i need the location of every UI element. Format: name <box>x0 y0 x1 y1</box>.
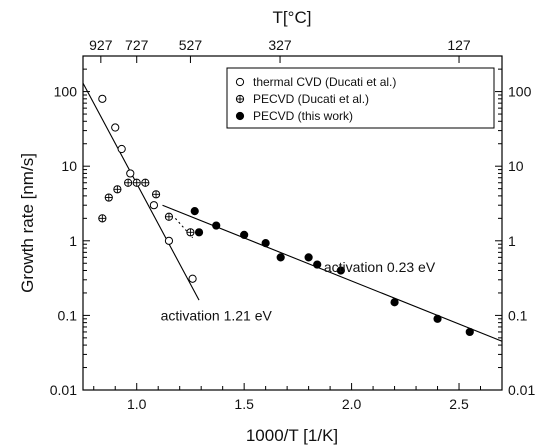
annotations: activation 1.21 eV activation 0.23 eV <box>161 259 436 324</box>
data-point <box>433 314 442 323</box>
data-point <box>304 253 313 262</box>
data-point <box>126 169 135 178</box>
x-tick-label: 2.0 <box>342 396 362 412</box>
data-point <box>186 228 195 237</box>
x-tick-label: 2.5 <box>449 396 469 412</box>
data-point <box>164 236 174 245</box>
data-point <box>465 327 474 337</box>
data-point <box>190 207 199 216</box>
series-3 <box>190 207 474 337</box>
legend-label: PECVD (Ducati et al.) <box>253 92 369 106</box>
data-point <box>113 185 122 194</box>
y-tick-label-right: 10 <box>508 158 524 174</box>
data-point <box>390 298 399 307</box>
bottom-x-ticks: 1.0 1.5 2.0 2.5 <box>93 383 482 412</box>
legend: thermal CVD (Ducati et al.) PECVD (Ducati… <box>226 67 495 129</box>
y-axis-title: Growth rate [nm/s] <box>18 153 37 293</box>
activation-annotation: activation 0.23 eV <box>324 259 436 275</box>
top-tick-label: 727 <box>125 37 149 53</box>
top-tick-label: 327 <box>268 37 292 53</box>
legend-box <box>226 67 495 129</box>
data-point <box>261 239 270 248</box>
top-axis-title: T[°C] <box>273 8 312 27</box>
data-point <box>194 228 204 237</box>
top-tick-label: 527 <box>179 37 203 53</box>
y-tick-label: 100 <box>54 84 78 100</box>
data-point <box>111 123 120 132</box>
data-point <box>164 212 174 221</box>
y-ticks: 0.01 0.01 0.1 0.1 1 1 10 10 100 100 <box>50 55 535 398</box>
data-point <box>240 230 249 239</box>
legend-marker <box>235 77 245 87</box>
data-point <box>117 144 126 154</box>
data-point <box>276 253 285 262</box>
series-1 <box>98 94 197 283</box>
plot-frame <box>82 55 503 391</box>
data-point <box>151 190 161 199</box>
data-point <box>98 94 107 103</box>
legend-label: PECVD (this work) <box>253 109 353 123</box>
fit-line <box>82 82 200 301</box>
y-tick-label: 0.1 <box>58 307 78 323</box>
data-point <box>104 193 113 202</box>
data-point <box>132 178 141 187</box>
y-tick-label: 0.01 <box>50 382 77 398</box>
data-point <box>212 221 221 230</box>
y-tick-label: 10 <box>61 158 77 174</box>
top-x-ticks: 927 727 527 327 127 <box>89 37 471 63</box>
legend-marker <box>235 111 245 121</box>
data-point <box>336 266 345 275</box>
x-tick-label: 1.5 <box>234 396 254 412</box>
data-point <box>188 274 197 283</box>
x-axis-title: 1000/T [1/K] <box>246 426 338 445</box>
x-tick-label: 1.0 <box>127 396 147 412</box>
data-point <box>149 201 159 210</box>
top-tick-label: 927 <box>89 37 113 53</box>
activation-annotation: activation 1.21 eV <box>161 308 273 324</box>
data-point <box>124 178 133 187</box>
legend-label: thermal CVD (Ducati et al.) <box>253 75 396 89</box>
top-tick-label: 127 <box>447 37 471 53</box>
y-tick-label: 1 <box>69 233 77 249</box>
plot-area-border <box>82 55 503 391</box>
y-tick-label-right: 0.01 <box>508 382 535 398</box>
legend-marker <box>235 94 245 104</box>
data-point <box>98 214 107 223</box>
y-tick-label-right: 100 <box>508 84 532 100</box>
data-point <box>313 260 322 269</box>
series-2 <box>98 178 195 237</box>
data-point <box>141 178 150 187</box>
y-tick-label-right: 0.1 <box>508 307 528 323</box>
data-points <box>98 94 474 337</box>
y-tick-label-right: 1 <box>508 233 516 249</box>
